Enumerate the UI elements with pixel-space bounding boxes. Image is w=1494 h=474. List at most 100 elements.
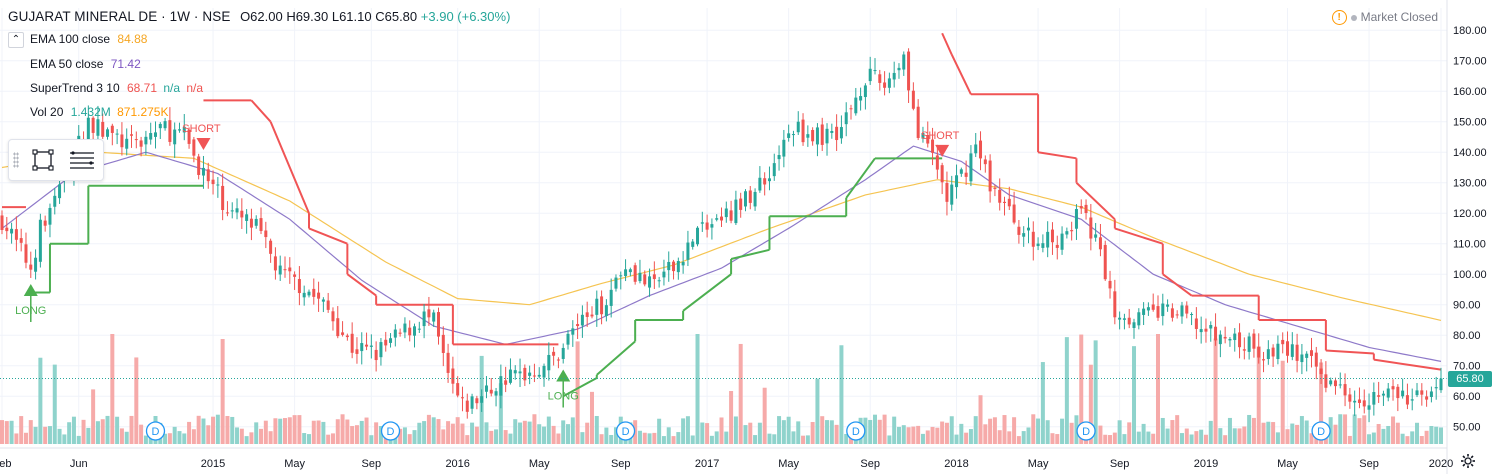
volume-bar — [1319, 362, 1324, 444]
volume-bar — [1179, 433, 1184, 444]
legend-ema100[interactable]: ⌃ EMA 100 close 84.88 — [8, 32, 147, 48]
dividend-marker[interactable]: D — [615, 421, 636, 441]
candle-body — [1410, 399, 1414, 401]
legend-ema50[interactable]: EMA 50 close 71.42 — [8, 57, 141, 71]
candle-body — [321, 299, 325, 302]
supertrend-segment — [845, 157, 876, 199]
candle-body — [1434, 387, 1438, 389]
volume-bar — [1012, 417, 1017, 444]
candle-body — [10, 228, 14, 234]
volume-bar — [518, 422, 523, 444]
candle-body — [134, 139, 138, 141]
volume-bar — [1194, 431, 1199, 444]
volume-bar — [9, 420, 14, 444]
candle-body — [513, 370, 517, 374]
collapse-legend-icon[interactable]: ⌃ — [8, 32, 24, 48]
candle-body — [720, 216, 723, 221]
candle-body — [758, 177, 762, 191]
candle-body — [43, 220, 47, 226]
candle-body — [710, 224, 714, 228]
volume-bar — [460, 423, 465, 444]
menu-button[interactable] — [67, 146, 95, 174]
candle-body — [609, 289, 613, 306]
volume-bar — [211, 416, 216, 444]
volume-bar — [762, 387, 767, 444]
candle-body — [796, 121, 800, 133]
volume-bar — [671, 436, 676, 444]
candle-body — [158, 123, 162, 129]
candle-body — [1386, 388, 1390, 398]
volume-bar — [911, 426, 916, 444]
volume-bar — [1410, 431, 1415, 444]
signal-label: LONG — [548, 390, 579, 402]
market-status[interactable]: ! Market Closed — [1331, 10, 1438, 26]
volume-bar — [700, 422, 705, 444]
candle-body — [863, 85, 867, 98]
market-status-text: Market Closed — [1360, 10, 1438, 24]
candle-body — [302, 292, 306, 298]
drawing-toolbar[interactable] — [8, 139, 104, 181]
candle-body — [724, 208, 728, 218]
candle-body — [1281, 339, 1285, 345]
volume-bar — [1074, 415, 1079, 444]
candle-body — [1372, 392, 1376, 405]
candle-body — [153, 132, 157, 137]
candle-body — [355, 349, 359, 354]
drag-handle-icon[interactable] — [13, 152, 19, 168]
candle-body — [1142, 308, 1146, 315]
volume-bar — [1232, 428, 1237, 444]
dividend-marker[interactable]: D — [1076, 421, 1096, 441]
volume-bar — [1362, 415, 1367, 444]
status-dot-icon — [1350, 14, 1357, 21]
volume-bar — [508, 433, 513, 444]
volume-bar — [1189, 434, 1194, 444]
x-tick-label: 2017 — [695, 458, 719, 470]
select-rectangle-button[interactable] — [29, 146, 57, 174]
signal-label: LONG — [15, 305, 46, 317]
y-tick-label: 180.00 — [1453, 25, 1487, 37]
volume-bar — [287, 417, 292, 444]
dividend-marker[interactable]: D — [846, 421, 866, 441]
candle-body — [125, 138, 129, 149]
volume-bar — [498, 383, 503, 444]
candle-body — [1228, 338, 1232, 341]
candle-body — [571, 328, 575, 335]
candle-body — [101, 121, 105, 137]
candle-body — [14, 229, 18, 240]
candle-body — [897, 67, 901, 71]
candle-body — [1300, 354, 1304, 363]
y-tick-label: 120.00 — [1453, 208, 1487, 220]
candle-body — [1017, 226, 1021, 235]
volume-bar — [1098, 425, 1103, 444]
volume-bar — [580, 432, 585, 444]
volume-bar — [446, 421, 451, 444]
dividend-label: D — [152, 426, 160, 438]
volume-bar — [676, 432, 681, 444]
candle-body — [518, 371, 522, 374]
dividend-marker[interactable]: D — [145, 421, 166, 441]
candle-body — [614, 277, 618, 289]
legend-supertrend[interactable]: SuperTrend 3 10 68.71 n/a n/a — [8, 81, 203, 95]
candle-body — [441, 334, 445, 353]
supertrend-line — [2, 32, 1442, 398]
dividend-marker[interactable]: D — [1311, 421, 1331, 441]
candle-body — [1151, 304, 1155, 310]
symbol-title[interactable]: GUJARAT MINERAL DE · 1W · NSE — [8, 9, 231, 24]
price-change: +3.90 (+6.30%) — [420, 9, 511, 24]
legend-volume[interactable]: Vol 20 1.432M 871.275K — [8, 105, 168, 119]
candle-body — [456, 383, 460, 396]
y-tick-label: 60.00 — [1453, 391, 1481, 403]
volume-bar — [259, 428, 264, 444]
y-tick-label: 150.00 — [1453, 117, 1487, 129]
indicator-value: 1.432M — [70, 105, 111, 119]
volume-bar — [1429, 425, 1434, 444]
candle-body — [1367, 405, 1371, 410]
volume-bar — [1002, 415, 1007, 444]
settings-gear-icon[interactable] — [1460, 453, 1476, 469]
dividend-marker[interactable]: D — [380, 421, 401, 441]
volume-bar — [839, 345, 844, 444]
candle-body — [1156, 306, 1160, 318]
volume-bar — [417, 422, 422, 444]
volume-bar — [0, 420, 4, 444]
